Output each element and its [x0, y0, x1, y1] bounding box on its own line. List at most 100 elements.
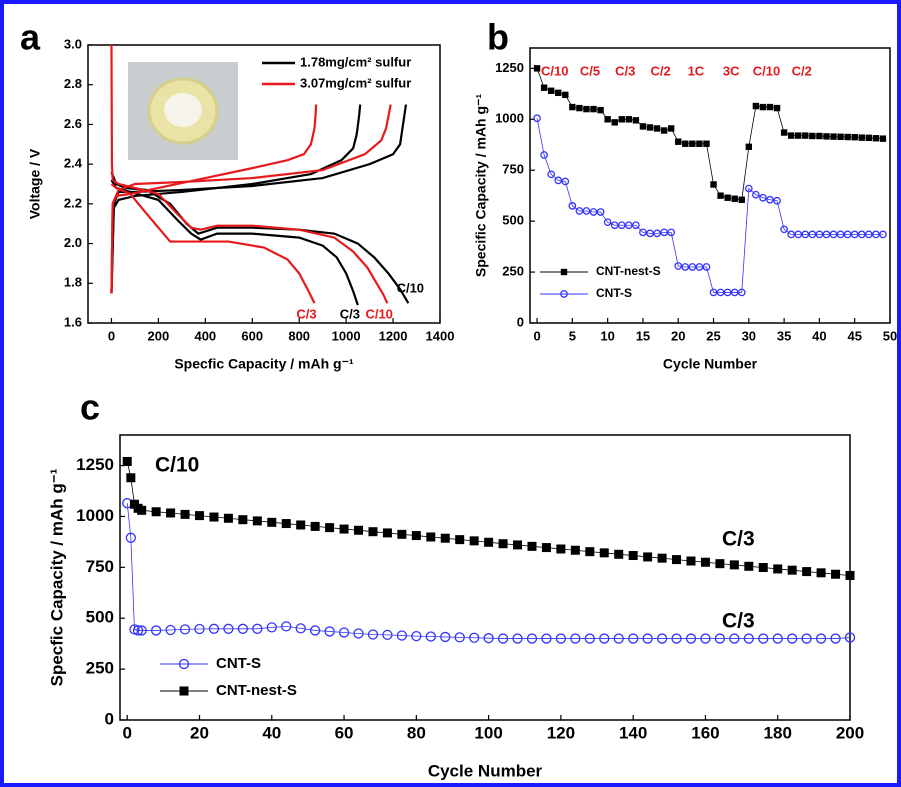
data-point: [122, 456, 132, 466]
data-point: [864, 230, 873, 239]
data-point: [858, 134, 865, 141]
series-line: [536, 118, 883, 293]
data-point: [396, 630, 408, 641]
data-point: [660, 127, 668, 134]
data-point: [533, 65, 541, 72]
data-point: [667, 228, 676, 237]
data-point: [879, 135, 887, 142]
data-point: [180, 509, 190, 519]
rate-label: C/2: [650, 63, 670, 78]
rate-label: 3C: [723, 63, 740, 78]
x-tick-label: 40: [262, 723, 281, 742]
data-point: [575, 207, 584, 215]
data-point: [367, 629, 379, 640]
voltage-curve: [110, 104, 318, 294]
x-tick-label: 25: [706, 328, 720, 343]
data-point: [569, 103, 576, 111]
data-point: [533, 114, 541, 123]
data-point: [526, 633, 538, 644]
data-point: [426, 532, 436, 542]
data-point: [625, 116, 633, 123]
data-point: [703, 140, 710, 147]
data-point: [556, 544, 566, 554]
y-tick-label: 500: [86, 608, 114, 627]
data-point: [599, 548, 609, 558]
y-tick-label: 0: [517, 314, 524, 329]
data-point: [700, 557, 710, 567]
data-point: [758, 633, 769, 644]
data-point: [802, 132, 809, 139]
data-point: [296, 520, 306, 530]
x-tick-label: 80: [407, 723, 426, 742]
data-point: [223, 623, 234, 634]
data-point: [857, 230, 866, 239]
data-point: [696, 140, 703, 147]
data-point: [562, 91, 569, 99]
data-point: [324, 626, 335, 637]
data-point: [766, 103, 774, 111]
voltage-curve: [110, 104, 362, 294]
data-point: [561, 177, 570, 186]
legend-label: CNT-nest-S: [216, 682, 297, 699]
data-point: [252, 623, 263, 634]
x-tick-label: 200: [836, 723, 864, 742]
data-point: [540, 151, 548, 159]
data-point: [737, 288, 746, 297]
x-axis-title: Cycle Number: [663, 356, 758, 372]
data-point: [660, 228, 668, 237]
y-tick-label: 1.8: [64, 275, 82, 290]
data-point: [689, 140, 696, 147]
data-point: [137, 505, 147, 515]
x-tick-label: 100: [474, 723, 502, 742]
data-point: [729, 633, 740, 644]
data-point: [802, 567, 812, 577]
x-tick-label: 0: [108, 328, 115, 343]
data-point: [844, 632, 856, 643]
x-tick-label: 0: [122, 723, 131, 742]
y-tick-label: 1.6: [64, 314, 82, 329]
rate-label: C/3: [296, 306, 316, 321]
y-tick-label: 1000: [76, 506, 114, 525]
data-point: [338, 627, 350, 638]
data-point: [310, 521, 320, 531]
data-point: [744, 184, 753, 193]
x-tick-label: 5: [569, 328, 576, 343]
data-point: [513, 540, 523, 550]
data-point: [547, 170, 556, 179]
y-tick-label: 250: [502, 264, 524, 279]
data-point: [851, 134, 858, 141]
data-point: [604, 116, 611, 123]
data-point: [730, 288, 739, 297]
data-point: [773, 196, 781, 205]
data-point: [618, 116, 625, 123]
y-tick-label: 2.0: [64, 235, 82, 250]
data-point: [836, 230, 845, 239]
y-tick-label: 1000: [495, 111, 524, 126]
data-point: [628, 551, 638, 561]
x-tick-label: 45: [847, 328, 861, 343]
data-point: [682, 140, 689, 147]
data-point: [512, 633, 523, 644]
data-point: [872, 135, 880, 142]
data-point: [632, 117, 640, 124]
x-tick-label: 800: [288, 328, 310, 343]
data-point: [325, 523, 335, 533]
data-point: [483, 633, 494, 644]
data-point: [688, 263, 697, 271]
legend-label: 1.78mg/cm² sulfur: [300, 54, 411, 69]
data-point: [710, 181, 717, 188]
data-point: [238, 515, 248, 525]
data-point: [469, 536, 479, 546]
data-point: [787, 132, 795, 139]
y-tick-label: 500: [502, 213, 524, 228]
data-point: [759, 103, 767, 111]
rate-label: C/10: [397, 281, 424, 296]
data-point: [702, 263, 711, 271]
data-point: [554, 176, 563, 185]
data-point: [656, 633, 668, 644]
data-point: [675, 138, 682, 145]
x-tick-label: 1200: [379, 328, 408, 343]
data-point: [714, 633, 726, 644]
data-point: [709, 288, 718, 297]
data-point: [281, 621, 292, 632]
